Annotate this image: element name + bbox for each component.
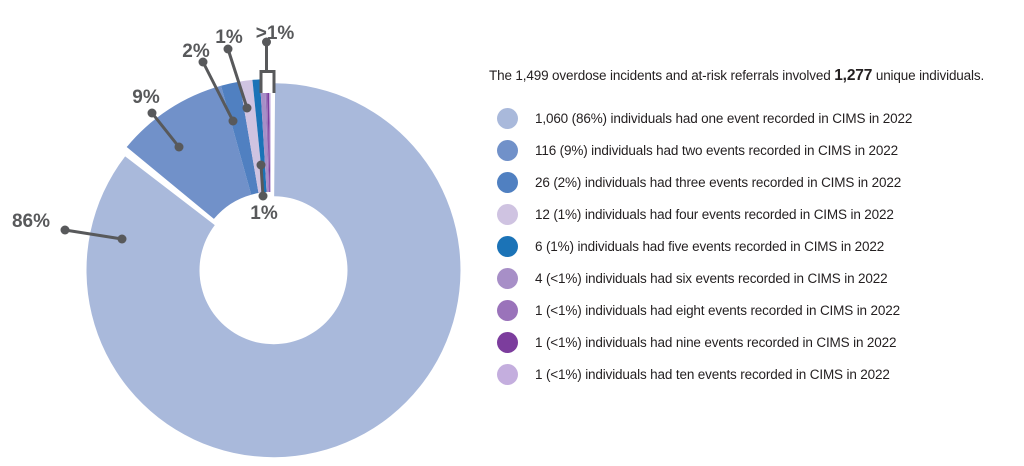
legend-label: 1 (<1%) individuals had ten events recor… <box>535 366 890 382</box>
slice-eight-events <box>265 79 270 193</box>
legend-label: 1 (<1%) individuals had eight events rec… <box>535 302 900 318</box>
legend-dot-two-events <box>497 139 518 161</box>
legend-item-eight-events: 1 (<1%) individuals had eight events rec… <box>497 294 1017 326</box>
legend-dot-ten-events <box>497 363 518 385</box>
callout-label-three-events: 2% <box>182 41 210 62</box>
legend-label: 6 (1%) individuals had five events recor… <box>535 238 885 254</box>
callout-label-two-events: 9% <box>132 87 160 108</box>
caption-suffix: unique individuals. <box>872 68 985 83</box>
legend-label: 12 (1%) individuals had four events reco… <box>535 206 894 222</box>
callout-label-five-events: 1% <box>250 203 278 224</box>
callout-dot-five-events <box>256 160 266 170</box>
slice-one-event <box>86 83 461 458</box>
donut-chart: 86% 9% 2% 1% 1% >1% <box>0 0 500 466</box>
legend-dot-nine-events <box>497 331 518 353</box>
figure-caption: The 1,499 overdose incidents and at-risk… <box>489 66 1017 87</box>
caption-bold-value: 1,277 <box>834 67 873 84</box>
callout-dot-three-events <box>228 116 238 126</box>
callout-dot-five-events <box>258 191 268 201</box>
legend-dot-eight-events <box>497 299 518 321</box>
legend-item-six-events: 4 (<1%) individuals had six events recor… <box>497 262 1017 294</box>
callout-dot-one-event <box>60 225 70 235</box>
callout-line-two-events <box>150 111 181 149</box>
donut-chart-svg: 86%9%2%1%1%>1% <box>12 23 461 458</box>
callout-dot-four-events <box>223 44 233 54</box>
slice-three-events <box>221 81 259 195</box>
legend-item-five-events: 6 (1%) individuals had five events recor… <box>497 230 1017 262</box>
group-bracket <box>259 70 276 93</box>
callout-dot-four-events <box>242 103 252 113</box>
legend-dot-one-event <box>497 107 518 129</box>
legend-label: 26 (2%) individuals had three events rec… <box>535 174 902 190</box>
callout-line-three-events <box>201 60 235 123</box>
legend-item-two-events: 116 (9%) individuals had two events reco… <box>497 134 1017 166</box>
legend-label: 116 (9%) individuals had two events reco… <box>535 142 898 158</box>
legend-label: 4 (<1%) individuals had six events recor… <box>535 270 888 286</box>
slice-ten-events <box>269 79 271 192</box>
callout-label-four-events: 1% <box>215 27 243 48</box>
callout-line-four-events <box>226 47 249 110</box>
legend-label: 1,060 (86%) individuals had one event re… <box>535 110 913 126</box>
callout-dot-small-slices-group <box>262 37 271 47</box>
slice-nine-events <box>267 79 271 193</box>
legend-item-ten-events: 1 (<1%) individuals had ten events recor… <box>497 358 1017 390</box>
caption-prefix: The 1,499 overdose incidents and at-risk… <box>489 68 835 83</box>
legend-item-three-events: 26 (2%) individuals had three events rec… <box>497 166 1017 198</box>
slice-six-events <box>259 79 269 193</box>
callout-dot-one-event <box>117 234 127 244</box>
callout-label-small-slices-group: >1% <box>256 23 295 44</box>
caption-text: The 1,499 overdose incidents and at-risk… <box>489 66 1017 87</box>
callout-dot-two-events <box>147 108 157 118</box>
legend-dot-three-events <box>497 171 518 193</box>
legend-item-nine-events: 1 (<1%) individuals had nine events reco… <box>497 326 1017 358</box>
callout-label-one-event: 86% <box>12 211 50 232</box>
legend-label: 1 (<1%) individuals had nine events reco… <box>535 334 897 350</box>
legend-item-one-event: 1,060 (86%) individuals had one event re… <box>497 102 1017 134</box>
legend-item-four-events: 12 (1%) individuals had four events reco… <box>497 198 1017 230</box>
callout-dot-three-events <box>198 57 208 67</box>
legend-dot-four-events <box>497 203 518 225</box>
callout-line-one-event <box>63 228 124 241</box>
callout-line-five-events <box>259 163 265 198</box>
callout-dot-two-events <box>174 142 184 152</box>
legend-dot-five-events <box>497 235 518 257</box>
legend: 1,060 (86%) individuals had one event re… <box>497 102 1017 390</box>
legend-dot-six-events <box>497 267 518 289</box>
